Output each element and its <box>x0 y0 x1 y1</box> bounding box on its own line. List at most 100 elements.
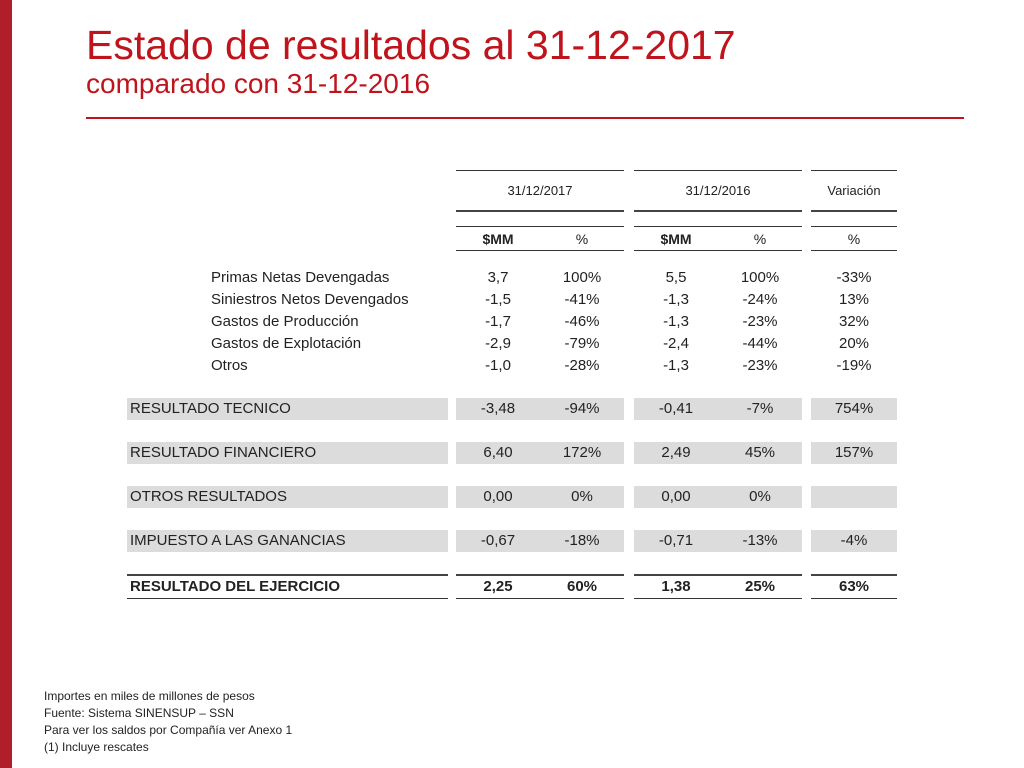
total-top-rule <box>811 574 897 576</box>
table-cell: -1,3 <box>663 313 689 330</box>
table-cell: -41% <box>564 291 600 308</box>
row-fill <box>456 486 624 508</box>
table-cell: -0,41 <box>658 400 694 417</box>
table-cell: -19% <box>836 357 872 374</box>
footnote: Fuente: Sistema SINENSUP – SSN <box>44 706 234 720</box>
table-cell: -2,9 <box>485 335 511 352</box>
row-fill <box>634 398 802 420</box>
table-cell: 0% <box>749 488 771 505</box>
header-rule <box>811 210 897 212</box>
subheader-rule <box>634 226 802 227</box>
table-cell: 157% <box>834 444 874 461</box>
subheader-pct-2016: % <box>753 231 767 247</box>
table-cell: 754% <box>834 400 874 417</box>
header-rule <box>634 210 802 212</box>
subheader-rule <box>811 226 897 227</box>
total-top-rule <box>456 574 624 576</box>
footnotes: Importes en miles de millones de pesos F… <box>44 688 292 756</box>
total-cell: 1,38 <box>661 578 691 595</box>
table-cell: -23% <box>742 357 778 374</box>
total-bottom-rule <box>634 598 802 599</box>
row-label: Gastos de Explotación <box>211 335 362 352</box>
page-title: Estado de resultados al 31-12-2017 <box>86 22 736 68</box>
table-cell: 2,49 <box>661 444 691 461</box>
table-cell: 100% <box>562 269 602 286</box>
row-label: Primas Netas Devengadas <box>211 269 390 286</box>
table-cell: -94% <box>564 400 600 417</box>
subheader-mm-2017: $MM <box>482 231 514 247</box>
result-row-label: RESULTADO FINANCIERO <box>130 444 317 461</box>
row-fill <box>127 530 448 552</box>
row-fill <box>456 398 624 420</box>
footnote: Importes en miles de millones de pesos <box>44 689 255 703</box>
row-fill <box>456 530 624 552</box>
total-bottom-rule <box>811 598 897 599</box>
subheader-pct-variation: % <box>847 231 861 247</box>
header-rule <box>456 170 624 171</box>
row-label: Siniestros Netos Devengados <box>211 291 409 308</box>
header-rule <box>811 170 897 171</box>
table-cell: -44% <box>742 335 778 352</box>
total-bottom-rule <box>127 598 448 599</box>
row-fill <box>811 398 897 420</box>
table-cell: 100% <box>740 269 780 286</box>
subheader-rule <box>456 226 624 227</box>
table-cell: 0,00 <box>483 488 513 505</box>
row-fill <box>811 442 897 464</box>
total-cell: 60% <box>566 578 598 595</box>
table-cell: 13% <box>838 291 870 308</box>
footnote: Para ver los saldos por Compañía ver Ane… <box>44 723 293 737</box>
total-cell: 25% <box>744 578 776 595</box>
period-header-variation: Variación <box>827 183 881 198</box>
subheader-mm-2016: $MM <box>660 231 692 247</box>
table-cell: 45% <box>744 444 776 461</box>
total-bottom-rule <box>456 598 624 599</box>
total-cell: 63% <box>838 578 870 595</box>
table-cell: -1,0 <box>485 357 511 374</box>
table-cell: -3,48 <box>480 400 516 417</box>
row-fill <box>127 486 448 508</box>
total-row-label: RESULTADO DEL EJERCICIO <box>130 578 341 595</box>
table-cell: -1,7 <box>485 313 511 330</box>
row-fill <box>127 398 448 420</box>
table-cell: -46% <box>564 313 600 330</box>
subheader-pct-2017: % <box>575 231 589 247</box>
row-fill <box>634 486 802 508</box>
table-cell: 20% <box>838 335 870 352</box>
row-fill <box>127 442 448 464</box>
row-fill <box>811 530 897 552</box>
table-cell: -1,3 <box>663 357 689 374</box>
table-cell: -0,67 <box>480 532 516 549</box>
row-label: Otros <box>211 357 248 374</box>
result-row-label: RESULTADO TECNICO <box>130 400 291 417</box>
result-row-label: OTROS RESULTADOS <box>130 488 287 505</box>
title-divider <box>86 117 964 119</box>
period-header-2016: 31/12/2016 <box>685 183 751 198</box>
total-top-rule <box>127 574 448 576</box>
row-fill <box>456 442 624 464</box>
footnote: (1) Incluye rescates <box>44 740 149 754</box>
subheader-rule <box>811 250 897 251</box>
period-header-2017: 31/12/2017 <box>507 183 573 198</box>
table-cell: 6,40 <box>483 444 513 461</box>
row-label: Gastos de Producción <box>211 313 359 330</box>
table-cell: -28% <box>564 357 600 374</box>
left-accent-bar <box>0 0 12 768</box>
header-rule <box>456 210 624 212</box>
table-cell: 5,5 <box>665 269 687 286</box>
table-cell: -7% <box>746 400 774 417</box>
table-cell: -33% <box>836 269 872 286</box>
result-row-label: IMPUESTO A LAS GANANCIAS <box>130 532 346 549</box>
subheader-rule <box>634 250 802 251</box>
table-cell: 0,00 <box>661 488 691 505</box>
table-cell: -1,3 <box>663 291 689 308</box>
table-cell: -13% <box>742 532 778 549</box>
row-fill <box>634 530 802 552</box>
table-cell: -23% <box>742 313 778 330</box>
table-cell: -1,5 <box>485 291 511 308</box>
table-cell: -79% <box>564 335 600 352</box>
table-cell: -0,71 <box>658 532 694 549</box>
table-cell: -4% <box>840 532 868 549</box>
table-cell: -24% <box>742 291 778 308</box>
table-cell: 32% <box>838 313 870 330</box>
